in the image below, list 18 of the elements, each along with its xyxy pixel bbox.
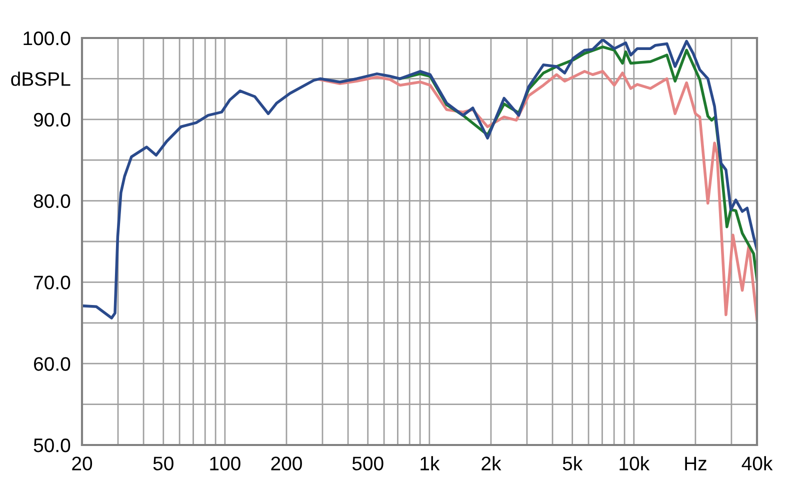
y-tick-label: 60.0 bbox=[34, 357, 70, 371]
y-tick-label: 80.0 bbox=[34, 194, 70, 208]
x-tick-label: 5k bbox=[562, 456, 583, 470]
y-tick-label: dBSPL bbox=[11, 72, 70, 86]
y-tick-label: 90.0 bbox=[34, 112, 70, 127]
x-tick-label: 200 bbox=[271, 456, 302, 470]
x-tick-label: 100 bbox=[210, 456, 240, 470]
y-tick-label: 50.0 bbox=[34, 438, 70, 452]
x-tick-label: 50 bbox=[153, 456, 174, 470]
x-tick-label: 10k bbox=[620, 456, 650, 470]
x-tick-label: 40k bbox=[742, 456, 773, 470]
y-tick-label: 100.0 bbox=[24, 31, 70, 46]
x-tick-label: 2k bbox=[482, 456, 502, 470]
x-tick-label: 1k bbox=[420, 456, 440, 470]
x-tick-label: 500 bbox=[352, 456, 384, 470]
x-tick-label: Hz bbox=[685, 456, 706, 470]
x-tick-label: 20 bbox=[72, 456, 92, 470]
y-tick-label: 70.0 bbox=[34, 276, 70, 290]
